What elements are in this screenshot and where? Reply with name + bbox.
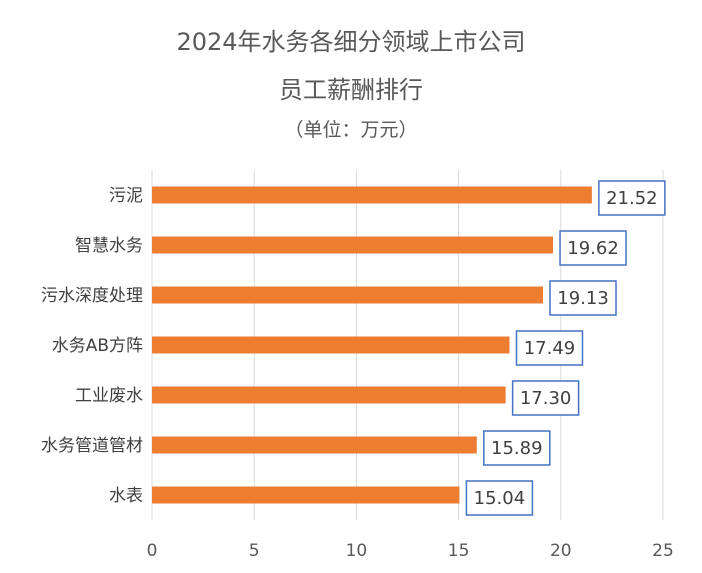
value-label-box-5 bbox=[483, 430, 551, 466]
value-label-3: 17.49 bbox=[524, 338, 576, 359]
x-tick-label-2: 10 bbox=[346, 541, 368, 561]
value-label-box-4 bbox=[511, 380, 580, 416]
bar-0 bbox=[152, 186, 592, 204]
x-tick-label-3: 15 bbox=[448, 541, 470, 561]
bar-1 bbox=[152, 236, 554, 254]
x-tick-label-5: 25 bbox=[652, 541, 674, 561]
x-tick-label-1: 5 bbox=[249, 541, 260, 561]
bar-3 bbox=[152, 336, 510, 354]
bar-2 bbox=[152, 286, 544, 304]
value-label-4: 17.30 bbox=[520, 388, 572, 409]
category-label-6: 水表 bbox=[109, 486, 143, 506]
category-label-0: 污泥 bbox=[109, 186, 143, 206]
chart-unit-label: （单位：万元） bbox=[284, 119, 418, 141]
bar-4 bbox=[152, 386, 506, 404]
value-label-1: 19.62 bbox=[567, 238, 619, 259]
chart-subtitle: 员工薪酬排行 bbox=[279, 76, 423, 104]
value-label-box-1 bbox=[559, 230, 627, 266]
value-label-2: 19.13 bbox=[557, 288, 609, 309]
value-label-box-6 bbox=[465, 480, 534, 516]
value-label-5: 15.89 bbox=[491, 438, 543, 459]
category-label-5: 水务管道管材 bbox=[41, 436, 143, 456]
value-label-6: 15.04 bbox=[474, 488, 526, 509]
value-label-box-0 bbox=[598, 180, 666, 216]
category-label-2: 污水深度处理 bbox=[41, 286, 143, 306]
x-tick-label-0: 0 bbox=[147, 541, 158, 561]
bar-5 bbox=[152, 436, 477, 454]
category-label-4: 工业废水 bbox=[75, 386, 143, 406]
value-label-box-3 bbox=[515, 330, 584, 366]
chart-title: 2024年水务各细分领域上市公司 bbox=[176, 28, 526, 56]
value-label-box-2 bbox=[549, 280, 617, 316]
category-label-1: 智慧水务 bbox=[75, 236, 143, 256]
bar-6 bbox=[152, 486, 460, 504]
category-label-3: 水务AB方阵 bbox=[52, 336, 143, 356]
x-tick-label-4: 20 bbox=[550, 541, 572, 561]
value-label-0: 21.52 bbox=[606, 188, 658, 209]
